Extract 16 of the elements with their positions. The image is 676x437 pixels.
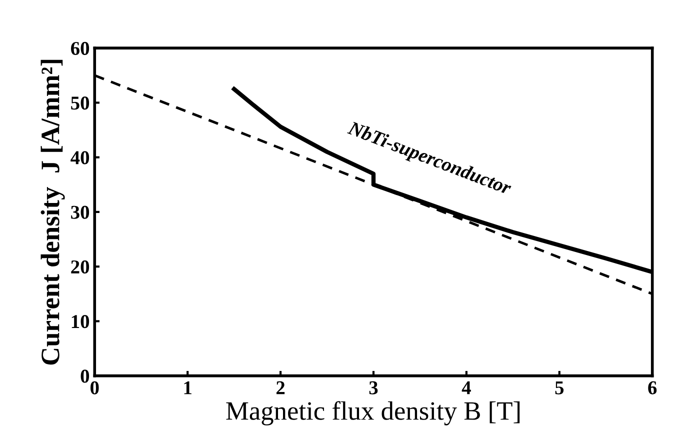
y-tick-label: 0: [80, 370, 90, 383]
x-tick-label: 2: [276, 381, 285, 394]
x-axis-title: Magnetic flux density B [T]: [226, 401, 520, 426]
y-axis-title: Current density J [A/mm²]: [40, 60, 65, 365]
x-tick-label: 3: [369, 381, 378, 394]
x-tick-label: 4: [462, 381, 471, 394]
x-tick-label: 0: [90, 381, 99, 394]
y-tick-label: 50: [71, 96, 90, 110]
x-tick-label: 5: [555, 381, 564, 394]
x-tick-label: 1: [184, 381, 192, 394]
y-tick-label: 20: [71, 260, 90, 274]
y-tick-label: 10: [72, 315, 90, 328]
x-tick-label: 6: [648, 381, 657, 394]
y-tick-label: 30: [71, 206, 90, 219]
y-tick-label: 40: [70, 151, 90, 164]
y-tick-label: 60: [71, 42, 90, 56]
